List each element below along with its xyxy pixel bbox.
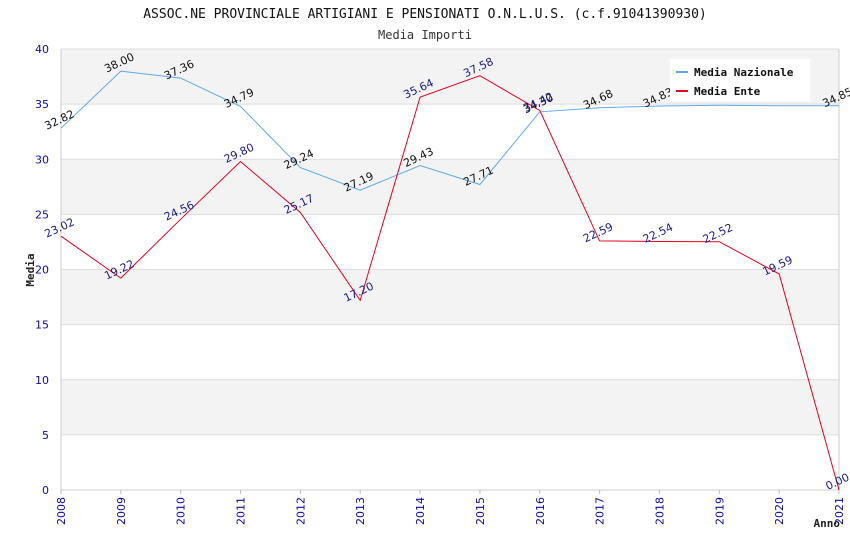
x-axis-ticks: 2008 2009 2010 2011 2012 2013 2014 2015 2016 2017… — [55, 490, 846, 525]
x-tick-label: 2019 — [713, 497, 726, 525]
x-tick-label: 2012 — [294, 497, 307, 525]
x-axis-label: Anno — [814, 517, 841, 530]
grid-band — [61, 434, 839, 490]
y-tick-label: 15 — [35, 319, 49, 332]
legend-entry: Media Ente — [694, 85, 761, 98]
y-tick-label: 30 — [35, 153, 49, 166]
x-tick-label: 2011 — [235, 497, 248, 525]
grid-band — [61, 104, 839, 160]
grid-band — [61, 269, 839, 325]
series-lines — [60, 70, 840, 491]
legend-entry: Media Nazionale — [694, 66, 794, 79]
y-tick-label: 5 — [42, 429, 49, 442]
y-tick-label: 25 — [35, 208, 49, 221]
y-axis-label: Media — [24, 253, 37, 286]
y-tick-label: 10 — [35, 374, 49, 387]
legend: Media Nazionale Media Ente — [670, 59, 810, 101]
grid-band — [61, 324, 839, 380]
y-axis-ticks: 0 5 10 15 20 25 30 35 40 — [35, 43, 49, 497]
x-tick-label: 2009 — [115, 497, 128, 525]
y-tick-label: 0 — [42, 484, 49, 497]
x-tick-label: 2021 — [833, 497, 846, 525]
x-tick-label: 2013 — [354, 497, 367, 525]
grid-bands — [61, 49, 839, 490]
chart-subtitle: Media Importi — [378, 28, 472, 42]
x-tick-label: 2017 — [594, 497, 607, 525]
x-tick-label: 2018 — [653, 497, 666, 525]
x-tick-label: 2010 — [175, 497, 188, 525]
series-line-media-nazionale — [60, 70, 839, 191]
x-tick-label: 2020 — [773, 497, 786, 525]
x-tick-label: 2014 — [414, 497, 427, 525]
y-tick-label: 40 — [35, 43, 49, 56]
grid-band — [61, 159, 839, 215]
y-tick-label: 35 — [35, 98, 49, 111]
axes — [60, 49, 840, 491]
x-tick-label: 2008 — [55, 497, 68, 525]
chart-title: ASSOC.NE PROVINCIALE ARTIGIANI E PENSION… — [143, 7, 707, 22]
x-tick-label: 2016 — [534, 497, 547, 525]
y-tick-label: 20 — [35, 264, 49, 277]
x-tick-label: 2015 — [474, 497, 487, 525]
grid-band — [61, 379, 839, 435]
series-line-media-ente — [60, 75, 840, 491]
legend-box — [670, 59, 810, 101]
